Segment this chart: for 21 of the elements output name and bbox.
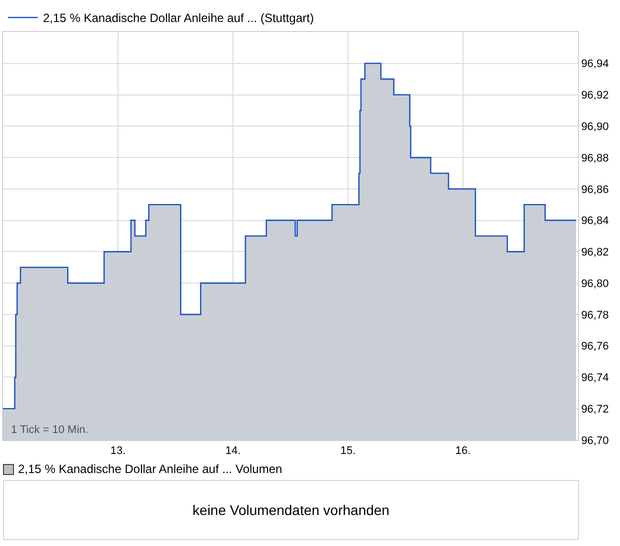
legend-label: 2,15 % Kanadische Dollar Anleihe auf ... (Stuttgart) bbox=[43, 11, 314, 26]
y-tick-label: 96,90 bbox=[581, 121, 609, 133]
y-tick-label: 96,70 bbox=[581, 434, 609, 447]
y-tick-label: 96,94 bbox=[581, 58, 609, 70]
y-tick-label: 96,86 bbox=[581, 184, 609, 196]
y-tick-label: 96,76 bbox=[581, 340, 609, 353]
text: keine Volumendaten vorhanden bbox=[3, 480, 579, 540]
x-tick-label: 14. bbox=[225, 445, 241, 458]
y-tick-label: 96,80 bbox=[581, 278, 609, 290]
x-tick-label: 13. bbox=[110, 445, 126, 458]
y-tick-label: 96,84 bbox=[581, 215, 609, 228]
text: 2,15 % Kanadische Dollar Anleihe auf ... Volumen bbox=[18, 462, 282, 476]
y-tick-label: 96,78 bbox=[581, 309, 609, 322]
annotation: 1 Tick = 10 Min. bbox=[11, 424, 88, 436]
y-tick-label: 96,82 bbox=[581, 246, 609, 259]
y-tick-label: 96,92 bbox=[581, 90, 609, 102]
y-tick-label: 96,74 bbox=[581, 372, 609, 384]
y-tick-label: 96,88 bbox=[581, 152, 609, 164]
x-tick-label: 16. bbox=[455, 445, 471, 458]
y-tick-label: 96,72 bbox=[581, 403, 609, 416]
x-tick-label: 15. bbox=[340, 445, 356, 458]
